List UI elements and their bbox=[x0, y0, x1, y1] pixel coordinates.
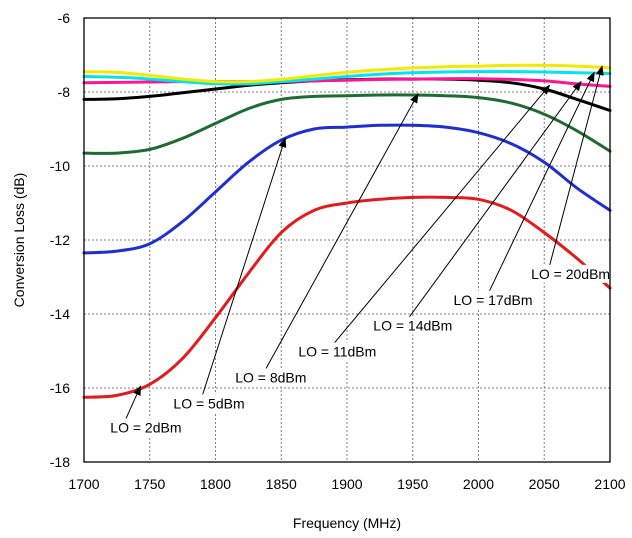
annotation-label: LO = 11dBm bbox=[298, 344, 376, 360]
annotation-label-bg bbox=[108, 418, 181, 437]
annotation-label-bg bbox=[233, 368, 306, 387]
series-line-lo-17dbm bbox=[82, 70, 612, 86]
annotation-label: LO = 2dBm bbox=[110, 419, 181, 435]
annotation-label-bg bbox=[371, 316, 452, 335]
annotation-label: LO = 5dBm bbox=[173, 395, 244, 411]
series-line-lo-2dbm bbox=[82, 195, 612, 399]
series-line-lo-8dbm bbox=[82, 93, 612, 155]
annotation-label-bg bbox=[296, 342, 377, 361]
annotation-label: LO = 20dBm bbox=[531, 266, 610, 282]
annotation-arrow bbox=[124, 385, 142, 422]
data-series bbox=[82, 63, 612, 399]
y-tick-label: -8 bbox=[58, 84, 71, 100]
x-tick-label: 1700 bbox=[68, 476, 99, 492]
x-tick-label: 1750 bbox=[134, 476, 165, 492]
annotation-label-bg bbox=[529, 264, 610, 283]
annotation-label: LO = 14dBm bbox=[373, 318, 452, 334]
x-axis-title: Frequency (MHz) bbox=[293, 515, 401, 531]
annotation-label: LO = 17dBm bbox=[454, 292, 533, 308]
series-line-lo-5dbm bbox=[82, 123, 612, 255]
x-tick-label: 2000 bbox=[463, 476, 494, 492]
x-tick-label: 1850 bbox=[266, 476, 297, 492]
annotation-arrow bbox=[488, 71, 595, 293]
y-tick-label: -16 bbox=[50, 380, 70, 396]
annotation-arrow bbox=[265, 92, 419, 370]
series-line-lo-20dbm bbox=[82, 63, 612, 84]
annotations: LO = 2dBm LO = 5dBm LO = 8dBm LO = 11dBm LO … bbox=[108, 65, 610, 437]
x-tick-label: 2050 bbox=[529, 476, 560, 492]
annotation-arrow bbox=[549, 65, 604, 267]
x-tick-label: 1950 bbox=[397, 476, 428, 492]
annotation-arrow bbox=[201, 137, 287, 396]
x-tick-label: 1900 bbox=[331, 476, 362, 492]
x-tick-label: 1800 bbox=[200, 476, 231, 492]
y-tick-label: -18 bbox=[50, 454, 70, 470]
y-axis-title: Conversion Loss (dB) bbox=[11, 173, 27, 308]
annotation-arrow bbox=[333, 84, 551, 344]
annotation-label-bg bbox=[171, 394, 244, 413]
annotation-label: LO = 8dBm bbox=[235, 369, 306, 385]
plot-frame bbox=[83, 17, 611, 463]
y-tick-label: -10 bbox=[50, 158, 70, 174]
tick-labels: 1700 1750 1800 1850 1900 1950 2000 2050 2100 -18 -… bbox=[50, 10, 626, 492]
y-tick-label: -14 bbox=[50, 306, 70, 322]
y-tick-label: -6 bbox=[58, 10, 71, 26]
y-tick-label: -12 bbox=[50, 232, 70, 248]
annotation-label-bg bbox=[451, 290, 532, 309]
x-tick-label: 2100 bbox=[594, 476, 625, 492]
annotation-arrow bbox=[408, 80, 582, 318]
